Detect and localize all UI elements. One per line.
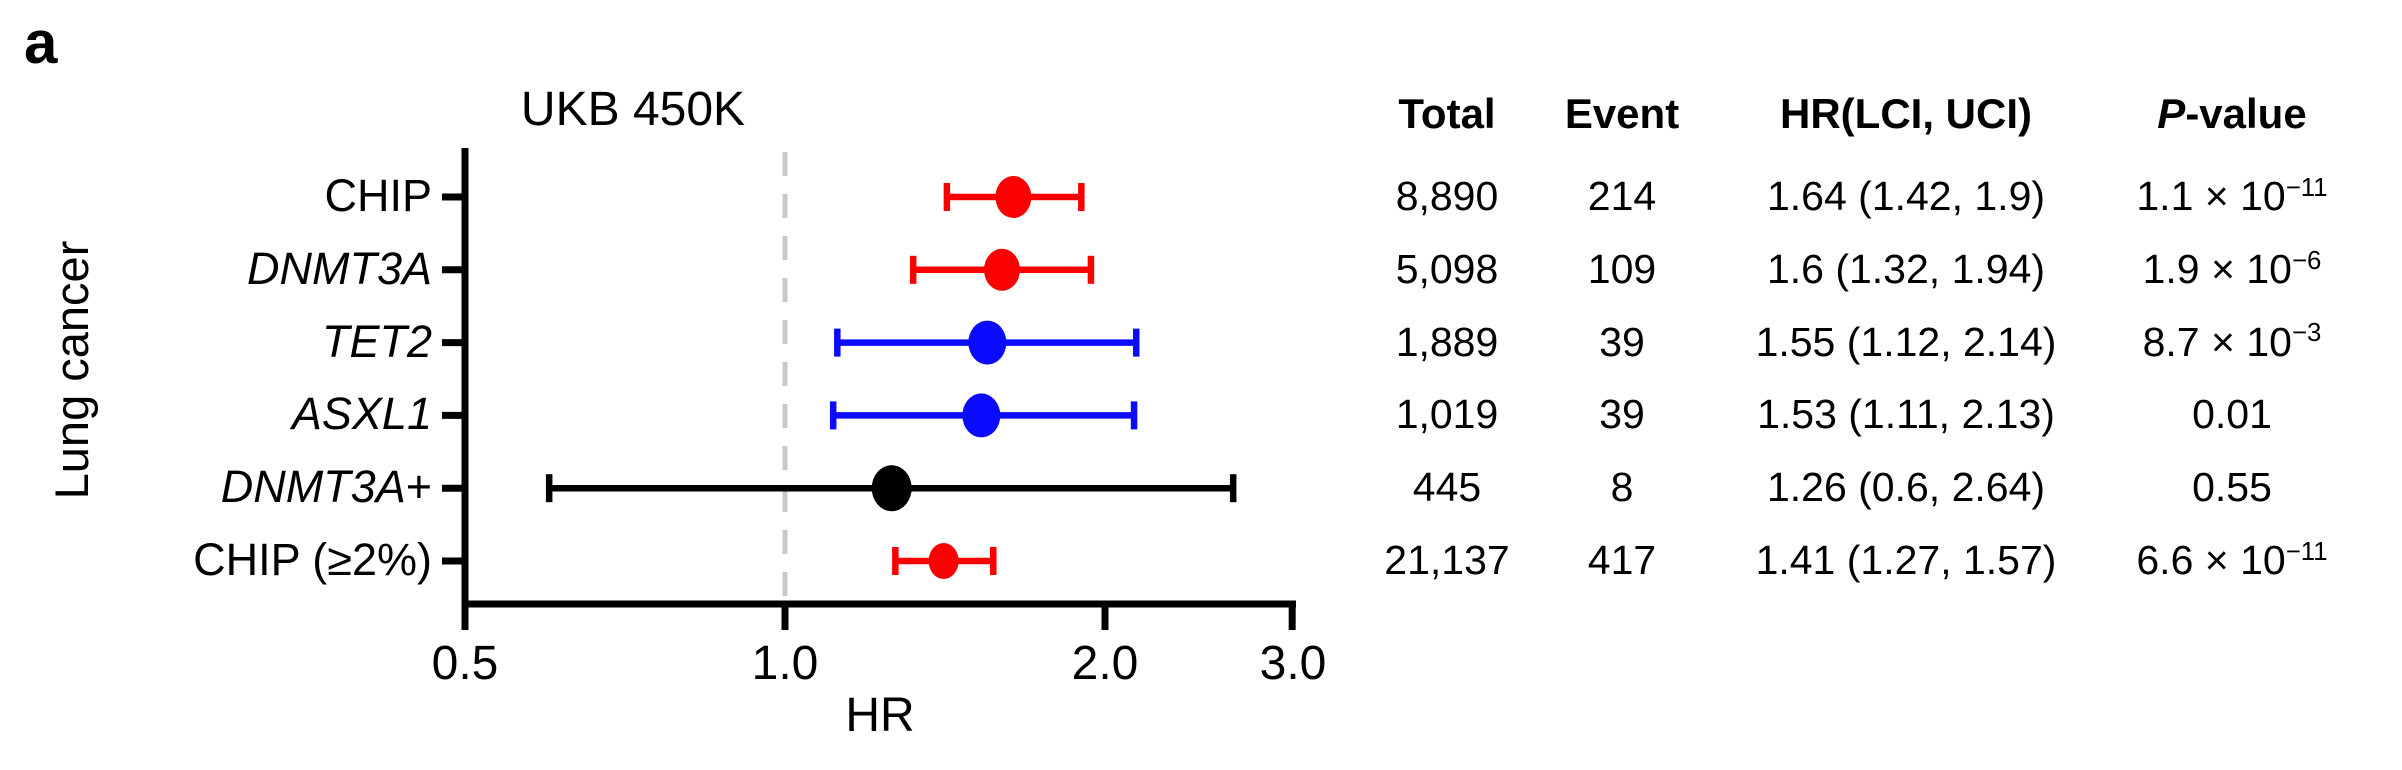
p-value-base: 1.9 × 10 <box>2142 245 2292 292</box>
table-cell-total: 445 <box>1412 464 1482 511</box>
table-cell-total: 8,890 <box>1395 173 1499 219</box>
table-cell-p-value: 6.6 × 10−11 <box>2072 537 2392 584</box>
forest-point <box>995 176 1032 218</box>
table-header-p-value: P-value <box>2072 90 2392 138</box>
table-cell-event: 214 <box>1587 173 1657 219</box>
x-axis-label: HR <box>845 689 915 742</box>
table-cell-hr-ci: 1.41 (1.27, 1.57) <box>1755 537 2057 583</box>
row-label: DNMT3A+ <box>12 461 432 513</box>
forest-point <box>962 393 1001 438</box>
x-tick-label: 3.0 <box>1259 637 1327 690</box>
row-label: CHIP <box>12 170 432 222</box>
p-value-exponent: −11 <box>2285 537 2328 566</box>
row-label-text: ASXL1 <box>291 388 432 440</box>
p-value-exponent: −6 <box>2291 246 2322 275</box>
table-header-total: Total <box>1398 90 1496 137</box>
table-cell-p-value: 0.01 <box>2072 391 2392 438</box>
table-cell-total: 1,019 <box>1395 391 1499 438</box>
row-label-text: DNMT3A <box>246 242 432 294</box>
table-cell-hr-ci: 1.6 (1.32, 1.94) <box>1766 245 2046 292</box>
table-cell-event: 39 <box>1599 391 1645 438</box>
forest-point <box>928 543 959 579</box>
plot-title: UKB 450K <box>520 83 746 136</box>
forest-point <box>871 465 912 512</box>
table-cell-event: 417 <box>1587 537 1657 583</box>
table-cell-total: 21,137 <box>1384 537 1510 583</box>
table-cell-hr-ci: 1.55 (1.12, 2.14) <box>1755 318 2057 365</box>
table-cell-p-value: 1.9 × 10−6 <box>2072 246 2392 293</box>
row-label: CHIP (≥2%) <box>12 534 432 586</box>
table-header-hr-ci: HR(LCI, UCI) <box>1780 90 2032 137</box>
table-cell-p-value: 0.55 <box>2072 464 2392 511</box>
table-header-event: Event <box>1564 90 1680 137</box>
row-label: TET2 <box>12 316 432 368</box>
forest-point <box>968 320 1007 365</box>
x-tick-label: 1.0 <box>751 637 819 690</box>
row-label: DNMT3A <box>12 243 432 295</box>
p-value-exponent: −3 <box>2291 319 2322 348</box>
x-tick-label: 2.0 <box>1071 637 1139 690</box>
p-value-base: 0.01 <box>2192 391 2272 438</box>
table-cell-event: 39 <box>1599 318 1645 365</box>
row-label-text: TET2 <box>321 315 432 367</box>
table-cell-total: 1,889 <box>1395 318 1499 365</box>
x-tick-label: 0.5 <box>431 637 499 690</box>
p-value-base: 6.6 × 10 <box>2136 537 2286 583</box>
p-value-base: 1.1 × 10 <box>2136 173 2286 219</box>
table-cell-total: 5,098 <box>1395 245 1499 292</box>
row-label-text: CHIP (≥2%) <box>193 534 432 585</box>
row-label-suffix: + <box>405 461 432 513</box>
table-cell-event: 109 <box>1587 245 1657 292</box>
p-value-base: 8.7 × 10 <box>2142 318 2292 365</box>
row-label-text: CHIP <box>324 170 432 221</box>
row-label: ASXL1 <box>12 388 432 440</box>
p-value-base: 0.55 <box>2192 464 2272 511</box>
row-label-text: DNMT3A <box>220 461 406 513</box>
panel-label: a <box>24 9 58 76</box>
table-header-p-italic: P <box>2157 90 2186 137</box>
table-cell-hr-ci: 1.64 (1.42, 1.9) <box>1766 173 2046 219</box>
table-header-p-rest: -value <box>2185 90 2307 137</box>
table-cell-event: 8 <box>1610 464 1634 511</box>
table-cell-p-value: 8.7 × 10−3 <box>2072 319 2392 366</box>
forest-point <box>983 248 1020 291</box>
table-cell-hr-ci: 1.26 (0.6, 2.64) <box>1766 464 2046 511</box>
table-cell-p-value: 1.1 × 10−11 <box>2072 173 2392 220</box>
table-cell-hr-ci: 1.53 (1.11, 2.13) <box>1757 391 2055 438</box>
p-value-exponent: −11 <box>2285 173 2328 202</box>
